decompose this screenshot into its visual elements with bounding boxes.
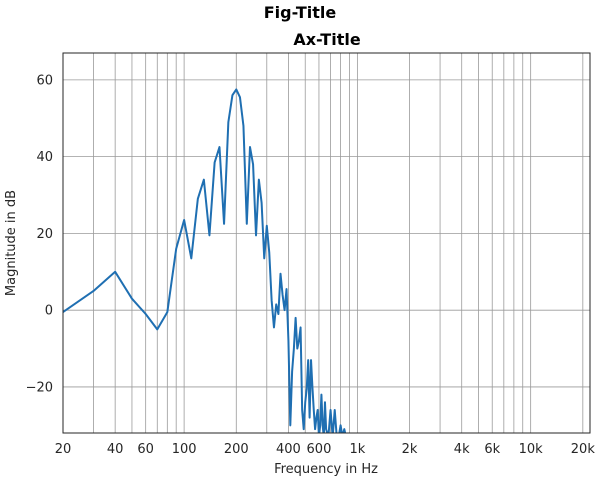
- x-tick-label: 200: [224, 442, 249, 457]
- y-tick-label: 20: [36, 227, 53, 242]
- x-tick-labels: 20 40 60 100 200 400 600 1k 2k 4k 6k 10k 20k: [55, 442, 596, 457]
- plot-area: [63, 53, 590, 433]
- y-tick-label: 0: [45, 304, 53, 319]
- x-tick-label: 60: [137, 442, 154, 457]
- x-tick-label: 10k: [519, 442, 544, 457]
- x-tick-label: 20: [55, 442, 72, 457]
- figure-title: Fig-Title: [264, 3, 337, 22]
- series-line: [63, 88, 347, 433]
- y-tick-labels: −20 0 20 40 60: [26, 73, 53, 395]
- x-tick-label: 4k: [454, 442, 470, 457]
- y-tick-label: 60: [36, 73, 53, 88]
- y-tick-label: −20: [26, 380, 53, 395]
- grid: [62, 53, 590, 433]
- x-tick-label: 400: [276, 442, 301, 457]
- line-layer: [63, 88, 347, 433]
- x-tick-label: 2k: [402, 442, 418, 457]
- x-tick-label: 100: [172, 442, 197, 457]
- x-tick-label: 6k: [484, 442, 500, 457]
- axes-title: Ax-Title: [293, 30, 361, 49]
- y-axis-label: Magnitude in dB: [4, 190, 19, 296]
- plot-frame: [62, 52, 591, 434]
- y-tick-label: 40: [36, 150, 53, 165]
- x-tick-label: 40: [107, 442, 124, 457]
- x-tick-label: 600: [307, 442, 332, 457]
- x-tick-label: 1k: [349, 442, 365, 457]
- x-tick-label: 20k: [571, 442, 596, 457]
- x-axis-label: Frequency in Hz: [274, 462, 378, 477]
